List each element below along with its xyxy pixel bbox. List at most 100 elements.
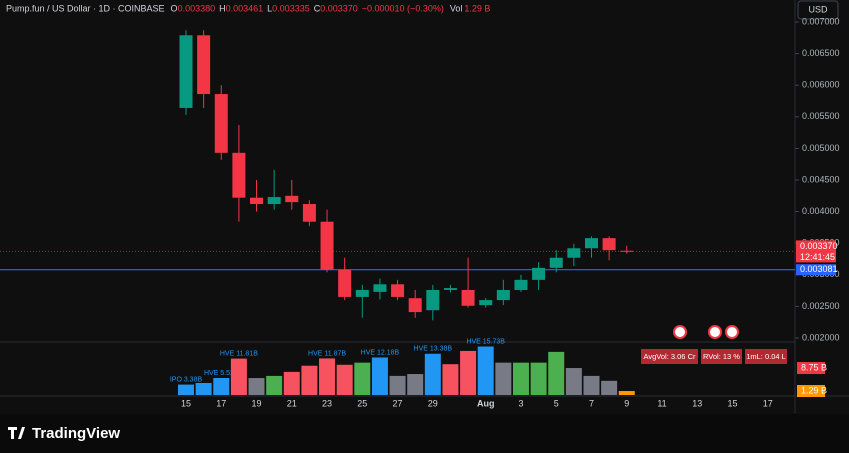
x-tick-label: Aug [477, 398, 495, 408]
volume-bar [442, 364, 459, 395]
legend-value: 1.29 B [464, 3, 490, 13]
volume-bar [477, 346, 494, 395]
y-tick-label: 0.002500 [802, 301, 840, 311]
y-tick-label: 0.004000 [802, 206, 840, 216]
x-tick-label: 11 [657, 398, 666, 408]
y-tick-label: 0.007000 [802, 16, 840, 26]
candle-body [567, 248, 581, 258]
candle-body [602, 238, 616, 251]
y-tick-label: 0.005000 [802, 143, 840, 153]
currency[interactable]: USD [808, 4, 828, 14]
volume-bar [266, 375, 283, 395]
candle-body [408, 298, 422, 313]
volume-bar [195, 382, 212, 395]
candle-body [584, 238, 598, 249]
price-tag-label: 0.003081 [800, 264, 838, 274]
volume-label: HVE 5.52B [204, 370, 239, 377]
volume-tag-label: 8.75 B [801, 362, 827, 372]
x-tick-label: 23 [322, 398, 332, 408]
volume-bar [354, 362, 371, 395]
volume-label: HVE 15.73B [466, 338, 505, 345]
legend-value: 0.003335 [272, 3, 310, 13]
footer [0, 414, 849, 453]
volume-bar [248, 378, 265, 395]
candle-body [514, 279, 528, 290]
volume-label: IPO 3.38B [170, 376, 203, 383]
volume-label: HVE 12.18B [361, 349, 400, 356]
legend-label: O [171, 3, 178, 13]
volume-bar [424, 353, 441, 395]
currency-button[interactable] [797, 0, 839, 20]
x-tick-label: 21 [287, 398, 297, 408]
volume-bar [336, 364, 353, 395]
candle-body [179, 35, 193, 108]
volume-bar [371, 357, 388, 395]
candle-body [285, 195, 299, 203]
volume-tag [797, 385, 825, 398]
candle-body [496, 289, 510, 301]
volume-bar [583, 375, 600, 395]
x-tick-label: 9 [624, 398, 629, 408]
volume-bar [301, 365, 318, 395]
x-tick-label: 5 [554, 398, 559, 408]
price-tag [796, 264, 836, 276]
candle-body [391, 284, 405, 297]
volume-tag [797, 362, 825, 375]
x-tick-label: 15 [728, 398, 738, 408]
candle-body [214, 94, 228, 153]
volume-bar [283, 371, 300, 395]
volume-bar [512, 362, 529, 395]
legend-label: Vol [450, 3, 463, 13]
candle-body [532, 267, 546, 280]
x-tick-label: 3 [518, 398, 523, 408]
volume-bar [565, 368, 582, 395]
legend-change: −0.000010 (−0.30%) [362, 3, 444, 13]
price-tag [796, 240, 836, 263]
indicator-label: 1mL: 0.04 L [746, 352, 786, 361]
legend-value: 0.003370 [320, 3, 358, 13]
volume-bar [530, 362, 547, 395]
candle-body [267, 197, 281, 205]
candle-body [355, 289, 369, 297]
indicator-label: RVol: 13 % [703, 352, 740, 361]
x-tick-label: 27 [393, 398, 403, 408]
volume-bar [548, 351, 565, 395]
indicator-box [641, 349, 698, 364]
countdown: 12:41:45 [800, 252, 835, 262]
legend-label: H [219, 3, 226, 13]
legend-value: 0.003461 [226, 3, 264, 13]
volume-label: HVE 11.87B [308, 350, 346, 357]
indicator-box [745, 349, 787, 364]
candle-body [338, 269, 352, 297]
candle-body [250, 197, 264, 205]
y-tick-label: 0.006000 [802, 80, 840, 90]
volume-bar [407, 374, 424, 395]
volume-bar [178, 384, 194, 395]
volume-label: HVE 13.38B [414, 346, 453, 353]
legend-label: C [314, 3, 321, 13]
x-tick-label: 29 [428, 398, 438, 408]
indicator-box [701, 349, 742, 364]
candle-body [479, 300, 493, 306]
x-tick-label: 7 [589, 398, 594, 408]
x-tick-label: 13 [692, 398, 702, 408]
x-tick-label: 25 [357, 398, 367, 408]
candle-body [232, 152, 246, 198]
price-tag-label: 0.003370 [800, 241, 838, 251]
volume-bar [601, 380, 618, 395]
x-tick-label: 19 [252, 398, 262, 408]
indicator-label: AvgVol: 3.06 Cr [644, 352, 696, 361]
volume-bar [460, 350, 477, 395]
volume-bar [213, 377, 230, 395]
candle-body [373, 284, 387, 292]
y-tick-label: 0.006500 [802, 48, 840, 58]
volume-bar [319, 358, 336, 395]
y-tick-label: 0.005500 [802, 111, 840, 121]
event-icons [673, 325, 739, 339]
candle-body [426, 289, 440, 311]
candle-body [302, 204, 316, 222]
brand: TradingView [32, 425, 120, 442]
volume-bar [618, 391, 635, 395]
